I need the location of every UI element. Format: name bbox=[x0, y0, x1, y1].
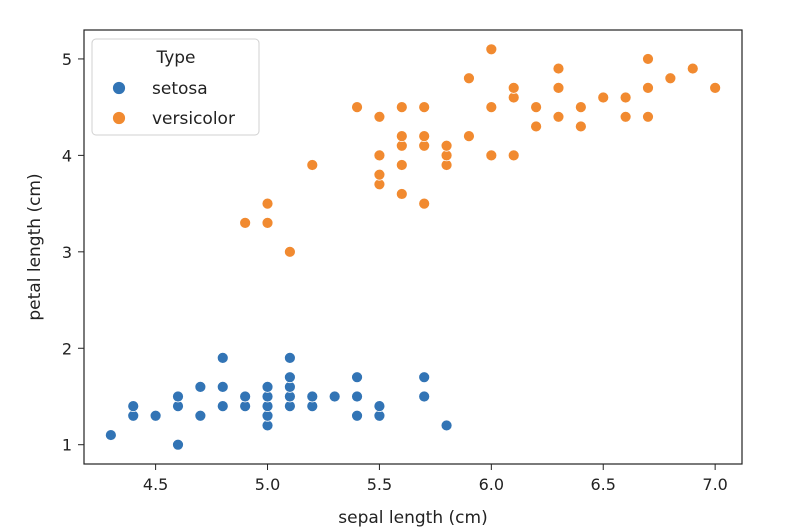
legend: Type setosa versicolor bbox=[91, 38, 260, 136]
point-setosa bbox=[239, 390, 252, 403]
x-tick-label: 6.0 bbox=[479, 475, 504, 494]
point-versicolor bbox=[574, 120, 587, 133]
point-versicolor bbox=[373, 149, 386, 162]
point-setosa bbox=[418, 390, 431, 403]
legend-title: Type bbox=[155, 48, 195, 68]
x-tick-label: 7.0 bbox=[702, 475, 727, 494]
point-versicolor bbox=[552, 110, 565, 123]
point-setosa bbox=[172, 438, 184, 451]
point-setosa bbox=[351, 390, 363, 403]
data-points bbox=[104, 43, 722, 451]
legend-marker-versicolor bbox=[112, 111, 126, 125]
point-setosa bbox=[216, 352, 229, 364]
point-versicolor bbox=[351, 101, 363, 114]
point-versicolor bbox=[440, 139, 453, 152]
point-versicolor bbox=[395, 130, 408, 142]
point-setosa bbox=[351, 409, 363, 422]
point-versicolor bbox=[463, 72, 475, 85]
y-axis-label: petal length (cm) bbox=[25, 173, 45, 320]
y-tick-label: 5 bbox=[62, 50, 72, 69]
x-tick-label: 5.0 bbox=[255, 475, 280, 494]
point-versicolor bbox=[552, 81, 565, 94]
point-versicolor bbox=[507, 149, 520, 162]
point-setosa bbox=[216, 380, 229, 393]
point-setosa bbox=[283, 352, 296, 364]
point-versicolor bbox=[373, 168, 386, 181]
point-setosa bbox=[351, 371, 363, 384]
point-setosa bbox=[261, 380, 274, 393]
point-versicolor bbox=[463, 130, 475, 142]
point-versicolor bbox=[485, 149, 498, 162]
point-versicolor bbox=[619, 91, 632, 104]
point-versicolor bbox=[709, 81, 722, 94]
point-versicolor bbox=[642, 110, 654, 123]
point-versicolor bbox=[642, 81, 654, 94]
point-versicolor bbox=[507, 81, 520, 94]
point-setosa bbox=[216, 400, 229, 413]
point-versicolor bbox=[597, 91, 610, 104]
point-setosa bbox=[283, 371, 296, 384]
point-versicolor bbox=[530, 101, 542, 114]
point-setosa bbox=[440, 419, 453, 432]
x-axis-label: sepal length (cm) bbox=[338, 508, 487, 528]
y-tick-label: 2 bbox=[62, 339, 72, 358]
point-setosa bbox=[149, 409, 162, 422]
point-setosa bbox=[194, 380, 207, 393]
point-versicolor bbox=[418, 130, 431, 142]
point-versicolor bbox=[418, 101, 431, 114]
x-axis: 4.5 5.0 5.5 6.0 6.5 7.0 bbox=[143, 464, 728, 494]
legend-label-versicolor: versicolor bbox=[152, 109, 235, 129]
point-versicolor bbox=[239, 216, 252, 229]
point-versicolor bbox=[283, 245, 296, 258]
point-versicolor bbox=[373, 110, 386, 123]
point-setosa bbox=[306, 390, 319, 403]
point-versicolor bbox=[552, 62, 565, 75]
point-versicolor bbox=[619, 110, 632, 123]
legend-box bbox=[91, 38, 260, 136]
point-versicolor bbox=[530, 120, 542, 133]
y-axis: 1 2 3 4 5 bbox=[62, 50, 84, 455]
point-versicolor bbox=[664, 72, 677, 85]
x-tick-label: 6.5 bbox=[591, 475, 616, 494]
y-tick-label: 1 bbox=[62, 436, 72, 455]
point-versicolor bbox=[261, 197, 274, 210]
point-versicolor bbox=[418, 197, 431, 210]
point-setosa bbox=[194, 409, 207, 422]
legend-label-setosa: setosa bbox=[152, 79, 208, 99]
x-tick-label: 4.5 bbox=[143, 475, 168, 494]
point-versicolor bbox=[395, 188, 408, 200]
point-versicolor bbox=[642, 53, 654, 65]
point-setosa bbox=[127, 400, 140, 413]
y-tick-label: 4 bbox=[62, 146, 72, 165]
point-setosa bbox=[373, 400, 386, 413]
point-versicolor bbox=[261, 216, 274, 229]
point-setosa bbox=[172, 390, 184, 403]
y-tick-label: 3 bbox=[62, 243, 72, 262]
point-versicolor bbox=[306, 159, 319, 171]
point-versicolor bbox=[485, 43, 498, 56]
x-tick-label: 5.5 bbox=[367, 475, 392, 494]
point-versicolor bbox=[485, 101, 498, 114]
point-versicolor bbox=[574, 101, 587, 114]
point-setosa bbox=[418, 371, 431, 384]
point-versicolor bbox=[686, 62, 699, 75]
point-setosa bbox=[104, 429, 117, 441]
point-setosa bbox=[328, 390, 341, 403]
point-versicolor bbox=[395, 159, 408, 171]
point-versicolor bbox=[395, 101, 408, 114]
legend-marker-setosa bbox=[112, 81, 126, 95]
